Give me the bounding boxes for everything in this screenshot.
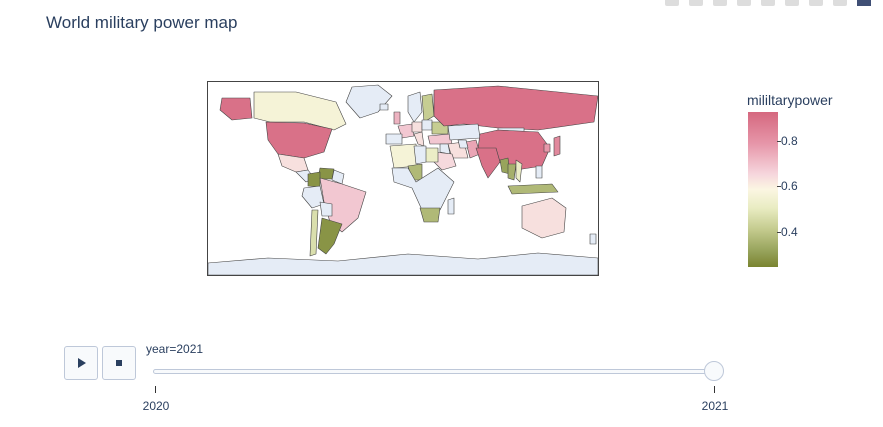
country-madagascar[interactable] <box>447 197 455 215</box>
stop-button[interactable] <box>102 346 136 380</box>
slider-rail[interactable] <box>153 369 713 374</box>
country-peru[interactable] <box>301 185 325 209</box>
country-australia[interactable]: Australia: 0.7 <box>521 197 567 239</box>
autoscale-icon[interactable] <box>809 0 823 6</box>
country-iceland[interactable] <box>379 103 389 111</box>
country-chile[interactable]: Chile: 0.5 <box>309 209 319 257</box>
play-icon <box>78 358 86 368</box>
country-germany[interactable]: Germany: 0.7 <box>411 121 423 133</box>
country-turkey[interactable]: Turkey: 0.75 <box>427 133 453 145</box>
zoom-in-icon[interactable] <box>761 0 775 6</box>
country-greenland[interactable] <box>345 84 393 119</box>
country-japan[interactable]: Japan: 0.85 <box>553 135 561 157</box>
modebar <box>665 0 871 6</box>
slider-tick-2021 <box>714 386 715 393</box>
slider-grip[interactable] <box>704 361 724 381</box>
country-argentina[interactable]: Argentina: 0.3 <box>317 217 343 255</box>
colorbar-tick-0.6: 0.6 <box>777 179 798 193</box>
chart-title: World military power map <box>46 13 238 32</box>
download-icon[interactable] <box>689 0 703 6</box>
country-venezuela[interactable]: Venezuela: 0.3 <box>317 167 335 180</box>
world-map[interactable]: Alaska: 0.9Canada: 0.6United States: 0.9… <box>208 82 598 275</box>
reset-icon[interactable] <box>833 0 847 6</box>
country-scandinavia[interactable] <box>407 91 423 123</box>
slider-tick-2020 <box>155 386 156 393</box>
country-central-africa[interactable] <box>391 167 455 211</box>
country-poland[interactable] <box>421 119 433 131</box>
country-united-states[interactable]: United States: 0.9 <box>265 121 333 159</box>
country-new-zealand[interactable] <box>589 233 597 245</box>
country-colombia[interactable]: Colombia: 0.3 <box>307 171 321 188</box>
country-afghanistan[interactable] <box>457 139 469 149</box>
plotly-logo-icon[interactable] <box>857 0 871 6</box>
country-alaska[interactable]: Alaska: 0.9 <box>219 97 253 121</box>
camera-icon[interactable] <box>665 0 679 6</box>
colorbar-tick-0.8: 0.8 <box>777 134 798 148</box>
country-russia[interactable]: Russia: 0.9 <box>433 85 598 131</box>
play-button[interactable] <box>64 346 98 380</box>
country-india[interactable]: India: 0.9 <box>475 147 501 179</box>
country-iraq[interactable] <box>439 143 451 155</box>
country-libya[interactable] <box>413 145 427 165</box>
country-spain[interactable] <box>385 133 403 145</box>
map-frame[interactable]: Alaska: 0.9Canada: 0.6United States: 0.9… <box>207 81 599 276</box>
country-kazakhstan[interactable] <box>447 123 481 141</box>
lasso-icon[interactable] <box>737 0 751 6</box>
country-south-africa[interactable]: South Africa: 0.4 <box>419 207 441 223</box>
country-algeria[interactable]: Algeria: 0.6 <box>389 143 419 169</box>
country-canada[interactable]: Canada: 0.6 <box>253 91 347 131</box>
country-sweden[interactable]: Sweden: 0.45 <box>421 93 435 123</box>
country-antarctica[interactable] <box>208 252 598 275</box>
zoom-out-icon[interactable] <box>785 0 799 6</box>
colorbar-tick-0.4: 0.4 <box>777 225 798 239</box>
stop-icon <box>116 360 122 366</box>
slider-tick-label-2020[interactable]: 2020 <box>142 399 170 413</box>
slider-tick-label-2021[interactable]: 2021 <box>701 399 729 413</box>
country-united-kingdom[interactable]: United Kingdom: 0.78 <box>393 111 401 125</box>
country-vietnam[interactable]: Vietnam: 0.55 <box>515 159 523 183</box>
slider-current-label: year=2021 <box>146 342 204 356</box>
country-bolivia[interactable] <box>319 201 333 217</box>
colorbar-title: mililtarypower <box>747 92 833 108</box>
country-south-korea[interactable]: South Korea: 0.82 <box>543 143 551 153</box>
country-thailand[interactable]: Thailand: 0.38 <box>507 163 517 181</box>
country-indonesia[interactable]: Indonesia: 0.4 <box>507 183 559 195</box>
country-philippines[interactable] <box>535 165 543 179</box>
box-select-icon[interactable] <box>713 0 727 6</box>
colorbar <box>748 112 778 267</box>
